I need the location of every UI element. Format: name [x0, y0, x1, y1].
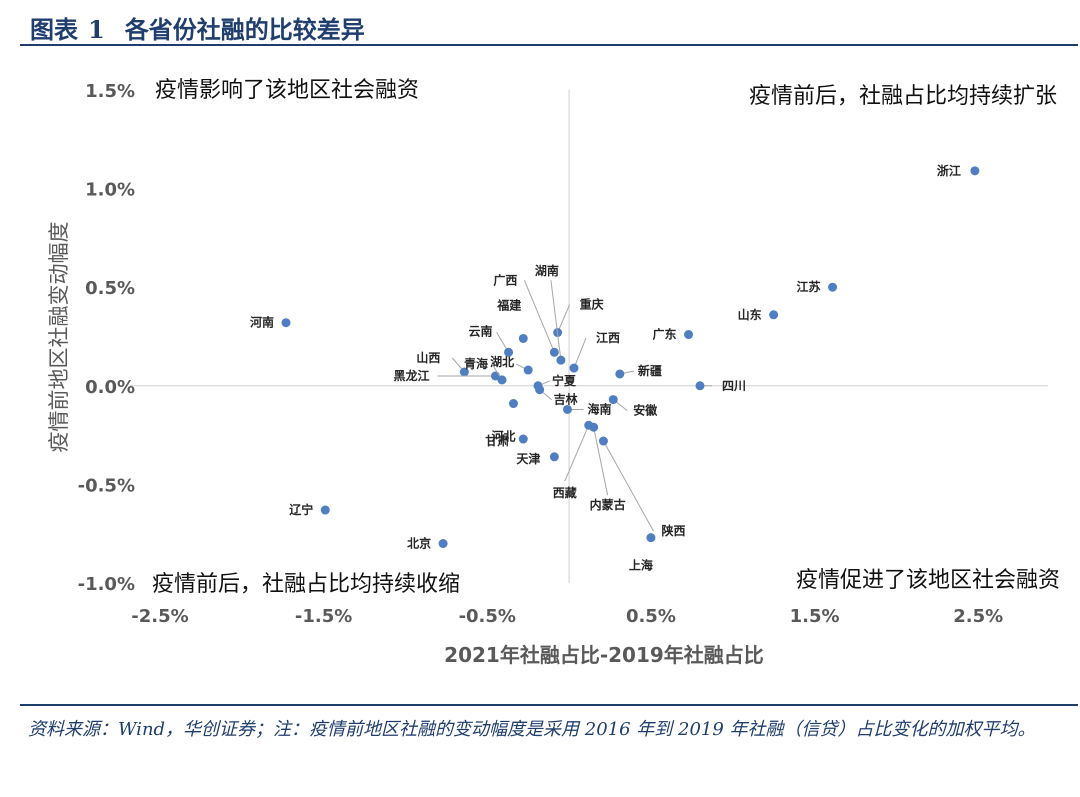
- leader-line: [557, 304, 571, 333]
- leader-line: [603, 440, 654, 532]
- point-label: 山西: [416, 350, 440, 365]
- y-tick-label: 1.5%: [85, 81, 135, 102]
- figure-prefix: 图表: [30, 15, 78, 44]
- leader-line: [523, 280, 555, 353]
- x-tick-label: 0.5%: [626, 606, 676, 627]
- scatter-chart: -2.5% -1.5% -0.5% 0.5% 1.5% 2.5% 1.5% 1.0% 0.5% 0…: [47, 78, 1060, 667]
- data-point: [828, 282, 838, 292]
- point-label: 宁夏: [552, 373, 577, 388]
- data-point: [508, 399, 518, 409]
- point-label: 安徽: [633, 403, 658, 418]
- y-axis-title: 疫情前地区社融变动幅度: [47, 222, 71, 453]
- y-tick-label: -1.0%: [78, 574, 135, 595]
- point-label: 重庆: [580, 297, 604, 312]
- point-label: 浙江: [937, 163, 961, 178]
- point-label: 辽宁: [289, 502, 313, 517]
- x-tick-label: -0.5%: [459, 606, 516, 627]
- data-point: [523, 365, 533, 375]
- x-tick-label: 1.5%: [790, 606, 840, 627]
- x-axis-title: 2021年社融占比-2019年社融占比: [444, 643, 764, 667]
- point-label: 江苏: [797, 279, 821, 294]
- data-point: [615, 369, 625, 379]
- point-label: 内蒙古: [590, 497, 626, 512]
- point-label: 广西: [493, 272, 517, 287]
- point-label: 甘肃: [485, 433, 509, 448]
- data-point: [281, 318, 291, 328]
- data-point: [438, 539, 448, 549]
- point-label: 河南: [249, 315, 274, 330]
- leader-line: [593, 427, 609, 496]
- point-label: 天津: [516, 451, 540, 466]
- data-point: [562, 404, 572, 414]
- data-point: [518, 434, 528, 444]
- data-point: [497, 375, 507, 385]
- point-label: 湖南: [535, 263, 559, 278]
- point-label: 湖北: [490, 354, 514, 369]
- data-point: [556, 355, 566, 365]
- x-tick-label: -1.5%: [295, 606, 352, 627]
- figure-header: 图表 1 各省份社融的比较差异: [30, 10, 365, 45]
- point-label: 上海: [629, 558, 653, 573]
- y-tick-label: 1.0%: [85, 180, 135, 201]
- figure-title: 各省份社融的比较差异: [124, 15, 365, 44]
- x-tick-label: -2.5%: [131, 606, 188, 627]
- x-tick-label: 2.5%: [953, 606, 1003, 627]
- y-tick-label: 0.0%: [85, 377, 135, 398]
- point-label: 西藏: [553, 485, 577, 500]
- point-label: 江西: [596, 330, 620, 345]
- leader-line: [550, 280, 562, 361]
- point-label: 山东: [738, 307, 762, 322]
- data-point: [549, 347, 559, 357]
- data-point: [608, 395, 618, 405]
- data-point: [970, 166, 980, 176]
- data-point: [684, 330, 694, 340]
- point-label: 云南: [469, 323, 493, 338]
- figure-number: 1: [88, 15, 105, 44]
- leader-line: [573, 337, 587, 369]
- y-tick-label: -0.5%: [78, 475, 135, 496]
- point-label: 河北: [490, 429, 515, 444]
- point-label: 四川: [722, 379, 746, 393]
- quadrant-label-bottom-left: 疫情前后，社融占比均持续收缩: [152, 572, 460, 597]
- point-label: 黑龙江: [393, 368, 429, 383]
- point-label: 福建: [496, 297, 522, 312]
- point-label: 青海: [464, 356, 488, 371]
- point-label: 广东: [653, 327, 677, 342]
- leader-line: [564, 425, 590, 482]
- quadrant-label-top-left: 疫情影响了该地区社会融资: [155, 78, 419, 103]
- y-tick-label: 0.5%: [85, 278, 135, 299]
- data-point: [518, 333, 528, 343]
- data-point: [584, 420, 594, 430]
- point-label: 海南: [587, 401, 611, 416]
- data-point: [569, 363, 579, 373]
- quadrant-label-bottom-right: 疫情促进了该地区社会融资: [796, 568, 1060, 593]
- source-note: 资料来源：Wind，华创证券；注：疫情前地区社融的变动幅度是采用 2016 年到…: [28, 719, 1036, 740]
- footer-rule: [20, 704, 1078, 706]
- data-point: [695, 381, 705, 391]
- quadrant-label-top-right: 疫情前后，社融占比均持续扩张: [749, 84, 1057, 109]
- data-point: [535, 385, 545, 395]
- data-point: [459, 367, 469, 377]
- data-point: [504, 347, 514, 357]
- data-point: [320, 505, 330, 515]
- data-point: [769, 310, 779, 320]
- point-label: 北京: [407, 536, 431, 551]
- data-point: [549, 452, 559, 462]
- point-label: 吉林: [554, 392, 578, 407]
- point-label: 新疆: [638, 363, 662, 378]
- header-rule: [20, 44, 1078, 46]
- data-point: [598, 436, 608, 446]
- data-point: [646, 533, 656, 543]
- point-label: 陕西: [661, 523, 685, 538]
